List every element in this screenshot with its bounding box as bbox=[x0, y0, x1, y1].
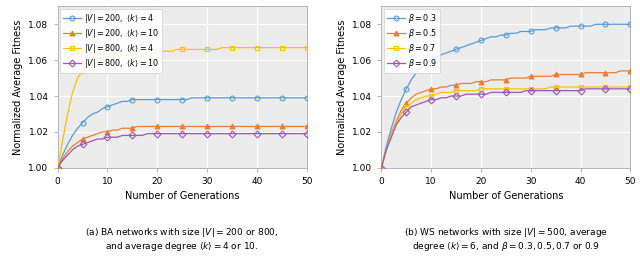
$|V| = 800,\ \langle k \rangle = 4$ bbox=[134, 51, 141, 55]
$\beta = 0.7$ bbox=[627, 86, 634, 89]
$\beta = 0.3$ bbox=[542, 28, 550, 31]
$\beta = 0.9$ bbox=[542, 89, 550, 92]
$\beta = 0.7$ bbox=[452, 89, 460, 92]
$|V| = 200,\ \langle k \rangle = 4$ bbox=[223, 96, 231, 99]
Line: $|V| = 200,\ \langle k \rangle = 10$: $|V| = 200,\ \langle k \rangle = 10$ bbox=[55, 124, 309, 170]
$|V| = 800,\ \langle k \rangle = 4$ bbox=[238, 46, 246, 49]
$|V| = 800,\ \langle k \rangle = 10$ bbox=[238, 132, 246, 135]
$|V| = 800,\ \langle k \rangle = 10$ bbox=[134, 134, 141, 137]
$\beta = 0.3$ bbox=[627, 23, 634, 26]
$|V| = 200,\ \langle k \rangle = 10$ bbox=[109, 129, 116, 132]
$|V| = 800,\ \langle k \rangle = 4$ bbox=[298, 46, 305, 49]
$|V| = 200,\ \langle k \rangle = 4$ bbox=[109, 103, 116, 106]
$\beta = 0.7$ bbox=[542, 87, 550, 90]
$\beta = 0.9$ bbox=[457, 94, 465, 98]
$\beta = 0.9$ bbox=[582, 87, 589, 90]
$\beta = 0.9$ bbox=[627, 87, 634, 90]
Legend: $\beta = 0.3$, $\beta = 0.5$, $\beta = 0.7$, $\beta = 0.9$: $\beta = 0.3$, $\beta = 0.5$, $\beta = 0… bbox=[384, 9, 440, 73]
Line: $\beta = 0.9$: $\beta = 0.9$ bbox=[379, 87, 633, 170]
$\beta = 0.3$ bbox=[621, 23, 629, 26]
$|V| = 800,\ \langle k \rangle = 10$ bbox=[54, 166, 61, 169]
Line: $|V| = 800,\ \langle k \rangle = 10$: $|V| = 800,\ \langle k \rangle = 10$ bbox=[55, 131, 309, 170]
$|V| = 200,\ \langle k \rangle = 4$ bbox=[298, 96, 305, 99]
$\beta = 0.5$ bbox=[621, 69, 629, 72]
$\beta = 0.5$ bbox=[432, 87, 440, 90]
$|V| = 200,\ \langle k \rangle = 10$ bbox=[223, 125, 231, 128]
$\beta = 0.5$ bbox=[452, 84, 460, 87]
$|V| = 800,\ \langle k \rangle = 4$ bbox=[303, 46, 310, 49]
$\beta = 0.3$ bbox=[592, 23, 600, 26]
$|V| = 200,\ \langle k \rangle = 10$ bbox=[238, 125, 246, 128]
$|V| = 800,\ \langle k \rangle = 10$ bbox=[223, 132, 231, 135]
$|V| = 800,\ \langle k \rangle = 10$ bbox=[129, 134, 136, 137]
$\beta = 0.5$ bbox=[542, 75, 550, 78]
$|V| = 200,\ \langle k \rangle = 10$ bbox=[129, 127, 136, 130]
$|V| = 800,\ \langle k \rangle = 4$ bbox=[129, 51, 136, 55]
Line: $\beta = 0.7$: $\beta = 0.7$ bbox=[379, 85, 633, 170]
X-axis label: Number of Generations: Number of Generations bbox=[449, 191, 563, 201]
$\beta = 0.7$ bbox=[378, 166, 385, 169]
$|V| = 200,\ \langle k \rangle = 10$ bbox=[298, 125, 305, 128]
$|V| = 200,\ \langle k \rangle = 4$ bbox=[238, 96, 246, 99]
$\beta = 0.7$ bbox=[547, 86, 554, 89]
$|V| = 200,\ \langle k \rangle = 4$ bbox=[54, 166, 61, 169]
$|V| = 800,\ \langle k \rangle = 4$ bbox=[223, 46, 231, 49]
$|V| = 200,\ \langle k \rangle = 4$ bbox=[129, 98, 136, 101]
Line: $|V| = 200,\ \langle k \rangle = 4$: $|V| = 200,\ \langle k \rangle = 4$ bbox=[55, 95, 309, 170]
$|V| = 200,\ \langle k \rangle = 10$ bbox=[134, 125, 141, 128]
$\beta = 0.3$ bbox=[432, 57, 440, 60]
$|V| = 800,\ \langle k \rangle = 4$ bbox=[218, 46, 226, 49]
$|V| = 200,\ \langle k \rangle = 4$ bbox=[303, 96, 310, 99]
$\beta = 0.9$ bbox=[378, 166, 385, 169]
$|V| = 200,\ \langle k \rangle = 10$ bbox=[138, 125, 146, 128]
$\beta = 0.5$ bbox=[627, 69, 634, 72]
$\beta = 0.9$ bbox=[557, 89, 564, 92]
$|V| = 800,\ \langle k \rangle = 10$ bbox=[143, 132, 151, 135]
Legend: $|V| = 200,\ \langle k \rangle = 4$, $|V| = 200,\ \langle k \rangle = 10$, $|V| : $|V| = 200,\ \langle k \rangle = 4$, $|V… bbox=[60, 9, 163, 73]
$\beta = 0.3$ bbox=[452, 48, 460, 51]
Text: (a) BA networks with size $|V| = 200$ or 800,
and average degree $\langle k \ran: (a) BA networks with size $|V| = 200$ or… bbox=[85, 226, 279, 253]
Line: $\beta = 0.3$: $\beta = 0.3$ bbox=[379, 22, 633, 170]
$|V| = 200,\ \langle k \rangle = 4$ bbox=[188, 96, 196, 99]
$\beta = 0.7$ bbox=[457, 89, 465, 92]
$\beta = 0.3$ bbox=[557, 26, 564, 29]
$|V| = 200,\ \langle k \rangle = 4$ bbox=[134, 98, 141, 101]
$\beta = 0.9$ bbox=[452, 94, 460, 98]
$\beta = 0.5$ bbox=[557, 73, 564, 76]
Line: $|V| = 800,\ \langle k \rangle = 4$: $|V| = 800,\ \langle k \rangle = 4$ bbox=[55, 45, 309, 170]
$\beta = 0.3$ bbox=[457, 46, 465, 49]
$\beta = 0.7$ bbox=[432, 93, 440, 96]
$\beta = 0.7$ bbox=[621, 86, 629, 89]
X-axis label: Number of Generations: Number of Generations bbox=[125, 191, 239, 201]
Text: (b) WS networks with size $|V| = 500$, average
degree $\langle k \rangle = 6$, a: (b) WS networks with size $|V| = 500$, a… bbox=[404, 226, 608, 253]
$|V| = 200,\ \langle k \rangle = 10$ bbox=[54, 166, 61, 169]
$\beta = 0.9$ bbox=[621, 87, 629, 90]
$|V| = 200,\ \langle k \rangle = 10$ bbox=[303, 125, 310, 128]
$\beta = 0.9$ bbox=[432, 98, 440, 101]
Line: $\beta = 0.5$: $\beta = 0.5$ bbox=[379, 69, 633, 170]
$|V| = 800,\ \langle k \rangle = 4$ bbox=[109, 55, 116, 58]
Y-axis label: Normalized Average Fitness: Normalized Average Fitness bbox=[13, 19, 23, 155]
$\beta = 0.3$ bbox=[378, 166, 385, 169]
$\beta = 0.5$ bbox=[616, 69, 624, 72]
$|V| = 800,\ \langle k \rangle = 10$ bbox=[303, 132, 310, 135]
$|V| = 800,\ \langle k \rangle = 10$ bbox=[298, 132, 305, 135]
Y-axis label: Normalized Average Fitness: Normalized Average Fitness bbox=[337, 19, 347, 155]
$|V| = 800,\ \langle k \rangle = 4$ bbox=[54, 166, 61, 169]
$\beta = 0.7$ bbox=[562, 86, 570, 89]
$|V| = 800,\ \langle k \rangle = 10$ bbox=[109, 136, 116, 139]
$\beta = 0.5$ bbox=[378, 166, 385, 169]
$\beta = 0.5$ bbox=[457, 82, 465, 85]
